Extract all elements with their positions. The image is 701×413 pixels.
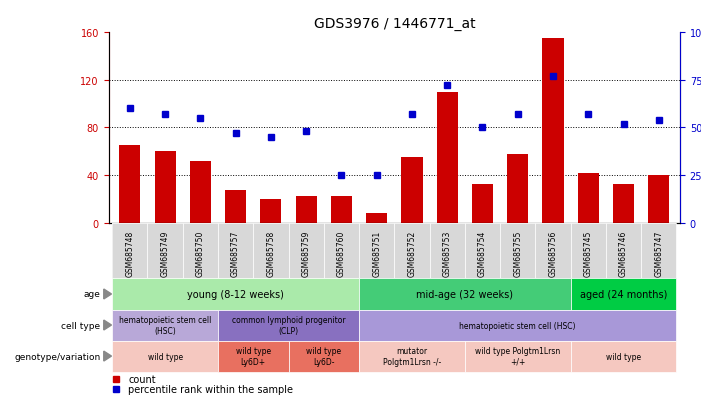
Polygon shape xyxy=(104,289,111,299)
Bar xyxy=(253,223,289,279)
Bar xyxy=(218,341,289,372)
Text: GSM685745: GSM685745 xyxy=(584,230,593,277)
Bar xyxy=(112,279,359,310)
Bar xyxy=(112,223,147,279)
Text: wild type Polgtm1Lrsn
+/+: wild type Polgtm1Lrsn +/+ xyxy=(475,347,560,366)
Bar xyxy=(289,341,359,372)
Bar xyxy=(225,191,246,223)
Bar xyxy=(571,279,676,310)
Bar xyxy=(578,173,599,223)
Text: hematopoietic stem cell
(HSC): hematopoietic stem cell (HSC) xyxy=(119,316,211,335)
Text: GSM685747: GSM685747 xyxy=(654,230,663,277)
Text: aged (24 months): aged (24 months) xyxy=(580,289,667,299)
Text: GSM685748: GSM685748 xyxy=(125,230,135,277)
Bar xyxy=(472,185,493,223)
Bar xyxy=(536,223,571,279)
Text: wild type: wild type xyxy=(147,352,183,361)
Text: count: count xyxy=(128,374,156,384)
Text: mutator
Polgtm1Lrsn -/-: mutator Polgtm1Lrsn -/- xyxy=(383,347,441,366)
Bar xyxy=(147,223,183,279)
Text: GSM685756: GSM685756 xyxy=(548,230,557,277)
Text: GSM685757: GSM685757 xyxy=(231,230,240,277)
Bar xyxy=(359,310,676,341)
Text: hematopoietic stem cell (HSC): hematopoietic stem cell (HSC) xyxy=(459,321,576,330)
Bar xyxy=(183,223,218,279)
Bar xyxy=(402,158,423,223)
Bar xyxy=(430,223,465,279)
Bar xyxy=(366,214,387,223)
Text: wild type: wild type xyxy=(606,352,641,361)
Bar xyxy=(324,223,359,279)
Bar xyxy=(218,223,253,279)
Bar xyxy=(606,223,641,279)
Bar xyxy=(112,341,218,372)
Text: wild type
Ly6D+: wild type Ly6D+ xyxy=(236,347,271,366)
Text: GSM685753: GSM685753 xyxy=(443,230,451,277)
Bar xyxy=(648,176,669,223)
Text: GSM685754: GSM685754 xyxy=(478,230,487,277)
Text: GSM685751: GSM685751 xyxy=(372,230,381,277)
Text: age: age xyxy=(83,290,100,299)
Text: GSM685760: GSM685760 xyxy=(337,230,346,277)
Text: GSM685755: GSM685755 xyxy=(513,230,522,277)
Bar xyxy=(465,341,571,372)
Text: mid-age (32 weeks): mid-age (32 weeks) xyxy=(416,289,513,299)
Title: GDS3976 / 1446771_at: GDS3976 / 1446771_at xyxy=(313,17,475,31)
Bar xyxy=(112,223,676,279)
Bar xyxy=(119,146,140,223)
Bar xyxy=(359,341,465,372)
Bar xyxy=(500,223,536,279)
Text: percentile rank within the sample: percentile rank within the sample xyxy=(128,384,293,394)
Text: GSM685752: GSM685752 xyxy=(407,230,416,277)
Text: young (8-12 weeks): young (8-12 weeks) xyxy=(187,289,284,299)
Bar xyxy=(296,197,317,223)
Bar xyxy=(437,93,458,223)
Bar xyxy=(331,197,352,223)
Bar xyxy=(507,154,529,223)
Text: GSM685746: GSM685746 xyxy=(619,230,628,277)
Bar xyxy=(154,152,176,223)
Bar xyxy=(571,223,606,279)
Bar xyxy=(289,223,324,279)
Bar xyxy=(190,161,211,223)
Bar xyxy=(641,223,676,279)
Polygon shape xyxy=(104,320,111,330)
Text: genotype/variation: genotype/variation xyxy=(14,352,100,361)
Bar xyxy=(543,39,564,223)
Text: GSM685749: GSM685749 xyxy=(161,230,170,277)
Polygon shape xyxy=(104,351,111,361)
Text: common lymphoid progenitor
(CLP): common lymphoid progenitor (CLP) xyxy=(232,316,346,335)
Text: cell type: cell type xyxy=(61,321,100,330)
Bar xyxy=(465,223,500,279)
Bar xyxy=(571,341,676,372)
Text: wild type
Ly6D-: wild type Ly6D- xyxy=(306,347,341,366)
Bar xyxy=(260,199,282,223)
Text: GSM685750: GSM685750 xyxy=(196,230,205,277)
Bar xyxy=(359,223,394,279)
Text: GSM685758: GSM685758 xyxy=(266,230,275,277)
Bar xyxy=(218,310,359,341)
Text: GSM685759: GSM685759 xyxy=(301,230,311,277)
Bar xyxy=(613,185,634,223)
Bar xyxy=(394,223,430,279)
Bar xyxy=(112,310,218,341)
Bar xyxy=(359,279,571,310)
